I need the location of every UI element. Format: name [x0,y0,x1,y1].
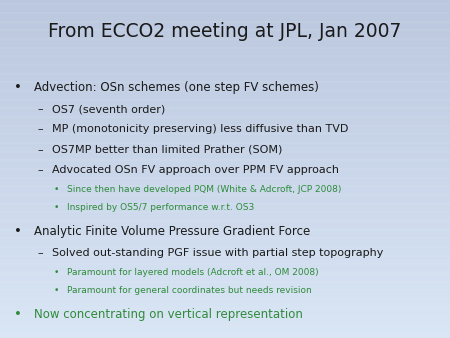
Text: Now concentrating on vertical representation: Now concentrating on vertical representa… [34,308,302,321]
Text: –: – [38,165,43,175]
Text: •: • [54,185,59,194]
Text: OS7 (seventh order): OS7 (seventh order) [52,104,165,114]
Text: From ECCO2 meeting at JPL, Jan 2007: From ECCO2 meeting at JPL, Jan 2007 [48,22,402,41]
Text: •: • [54,203,59,212]
Text: •: • [54,286,59,295]
Text: Paramount for general coordinates but needs revision: Paramount for general coordinates but ne… [67,286,311,295]
Text: Advection: OSn schemes (one step FV schemes): Advection: OSn schemes (one step FV sche… [34,81,319,94]
Text: Advocated OSn FV approach over PPM FV approach: Advocated OSn FV approach over PPM FV ap… [52,165,339,175]
Text: –: – [38,248,43,258]
Text: Analytic Finite Volume Pressure Gradient Force: Analytic Finite Volume Pressure Gradient… [34,225,310,238]
Text: Since then have developed PQM (White & Adcroft, JCP 2008): Since then have developed PQM (White & A… [67,185,341,194]
Text: Paramount for layered models (Adcroft et al., OM 2008): Paramount for layered models (Adcroft et… [67,268,318,277]
Text: –: – [38,124,43,135]
Text: OS7MP better than limited Prather (SOM): OS7MP better than limited Prather (SOM) [52,145,282,155]
Text: –: – [38,104,43,114]
Text: •: • [54,268,59,277]
Text: Inspired by OS5/7 performance w.r.t. OS3: Inspired by OS5/7 performance w.r.t. OS3 [67,203,254,212]
Text: MP (monotonicity preserving) less diffusive than TVD: MP (monotonicity preserving) less diffus… [52,124,348,135]
Text: –: – [38,145,43,155]
Text: •: • [14,81,22,94]
Text: •: • [14,225,22,238]
Text: Solved out-standing PGF issue with partial step topography: Solved out-standing PGF issue with parti… [52,248,383,258]
Text: •: • [14,308,22,321]
